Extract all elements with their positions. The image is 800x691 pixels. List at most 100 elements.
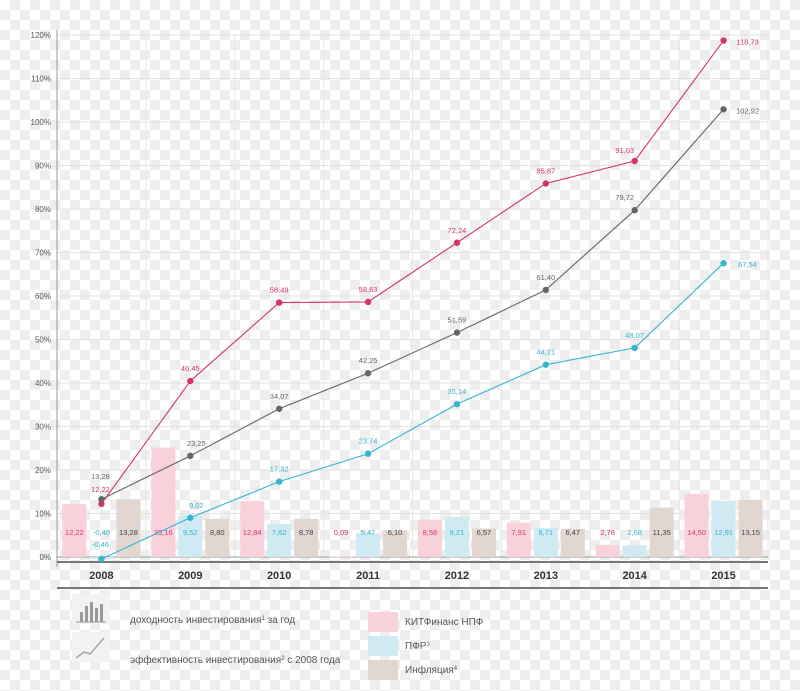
bar [294, 518, 319, 557]
x-tick-label: 2011 [356, 570, 380, 582]
point-value-label: 91,03 [615, 146, 634, 155]
y-tick-label: 20% [35, 466, 51, 475]
data-point [631, 207, 638, 214]
bar [649, 507, 674, 557]
bar-value-label: 0,09 [334, 528, 349, 537]
bar-value-label: 12,91 [714, 528, 733, 537]
data-point [720, 37, 727, 44]
data-point [720, 260, 727, 267]
x-tick-label: 2014 [622, 570, 647, 582]
point-value-label: 48,07 [625, 331, 644, 340]
bar [533, 527, 558, 557]
x-tick-label: 2010 [267, 570, 291, 582]
y-tick-label: 30% [35, 423, 51, 432]
point-value-label: -0,46 [92, 540, 109, 549]
icon-bar [80, 612, 83, 622]
x-tick-label: 2015 [711, 570, 735, 582]
data-point [453, 239, 461, 246]
legend-item-label: Инфляция4 [405, 664, 458, 676]
bar [205, 518, 230, 557]
bar [595, 544, 620, 557]
x-tick-label: 2012 [445, 570, 469, 582]
data-point [98, 500, 105, 508]
bar-value-label: 2,68 [627, 528, 642, 537]
point-value-label: 34,07 [270, 392, 289, 401]
bar [267, 523, 292, 557]
point-value-label: 23,74 [359, 437, 378, 446]
point-value-label: 35,14 [448, 387, 467, 396]
point-value-label: 102,92 [736, 106, 759, 115]
data-point [631, 157, 638, 165]
legend-lines-text: эффективность инвестирования2 с 2008 год… [130, 654, 341, 666]
bar [151, 447, 176, 557]
y-tick-label: 100% [31, 118, 51, 127]
point-value-label: 58,49 [270, 286, 289, 295]
bar-value-label: 7,62 [272, 528, 287, 537]
bar-value-label: -0,46 [93, 528, 110, 537]
bar-value-label: 8,58 [423, 528, 438, 537]
x-tick-label: 2008 [89, 570, 113, 582]
bar-value-label: 13,15 [741, 528, 760, 537]
y-tick-label: 110% [31, 75, 51, 84]
data-point [542, 286, 550, 294]
data-point [187, 377, 194, 385]
data-point [275, 405, 283, 412]
y-tick-label: 50% [35, 336, 51, 345]
bar [471, 528, 496, 557]
y-tick-label: 90% [35, 162, 51, 171]
bar-value-label: 8,80 [210, 528, 225, 537]
y-tick-label: 0% [39, 553, 51, 562]
x-tick-label: 2009 [178, 570, 202, 582]
point-value-label: 12,22 [91, 485, 110, 494]
bar-value-label: 12,22 [65, 528, 84, 537]
data-point [275, 299, 283, 306]
icon-line [75, 637, 105, 659]
legend-bars-text: доходность инвестирования1 за год [130, 615, 295, 626]
point-value-label: 40,45 [181, 364, 200, 373]
bar [506, 522, 531, 557]
bar-value-label: 5,47 [361, 528, 376, 537]
bar-chart-icon [72, 594, 110, 624]
point-value-label: 42,25 [359, 356, 378, 365]
y-tick-label: 40% [35, 379, 51, 388]
bar-value-label: 6,47 [566, 528, 581, 537]
icon-bar [90, 602, 93, 622]
point-value-label: 17,32 [270, 465, 289, 474]
bar-value-label: 14,50 [687, 528, 706, 537]
data-point [720, 106, 727, 113]
point-value-label: 51,59 [448, 316, 467, 325]
bar-value-label: 6,10 [388, 528, 403, 537]
y-tick-label: 10% [35, 510, 51, 519]
y-tick-label: 80% [35, 205, 51, 214]
y-tick-label: 120% [31, 31, 51, 40]
icon-bar [100, 604, 103, 622]
point-value-label: 67,54 [738, 260, 757, 269]
bar [356, 533, 381, 557]
point-value-label: 44,21 [536, 348, 555, 357]
bar-value-label: 7,91 [512, 528, 527, 537]
data-point [187, 514, 194, 521]
point-value-label: 58,63 [359, 285, 378, 294]
bar [116, 499, 141, 557]
series-line [101, 262, 724, 560]
bar [684, 493, 709, 557]
data-point [275, 478, 283, 485]
bar-value-label: 6,71 [539, 528, 554, 537]
bar [383, 530, 408, 557]
point-value-label: 23,25 [187, 439, 206, 448]
legend-swatch [368, 660, 398, 680]
legend-item-label: КИТФинанс НПФ [405, 617, 484, 628]
legend-swatch [368, 612, 398, 632]
bar [62, 503, 87, 557]
point-value-label: 72,24 [448, 226, 467, 235]
point-value-label: 79,72 [615, 193, 634, 202]
series-line [101, 108, 724, 500]
data-point [631, 344, 638, 352]
point-value-label: 13,28 [91, 472, 110, 481]
icon-bar [85, 606, 88, 622]
bar-value-label: 12,84 [243, 528, 262, 537]
bar-value-label: 8,78 [299, 528, 314, 537]
bar-value-label: 6,57 [477, 528, 492, 537]
